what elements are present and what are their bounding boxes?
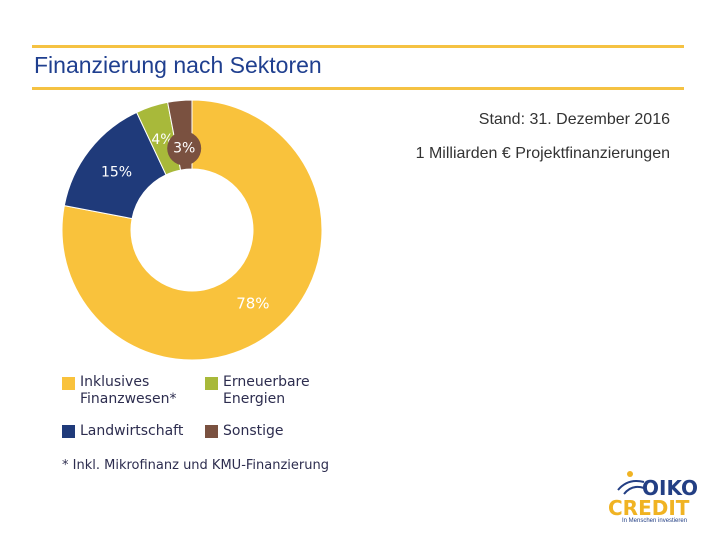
date-note: Stand: 31. Dezember 2016: [478, 111, 670, 128]
legend-swatch-sonstige: [205, 425, 218, 438]
donut-label-landwirtschaft: 15%: [101, 164, 132, 180]
page-title: Finanzierung nach Sektoren: [34, 52, 322, 78]
logo-oiko: OIKO: [642, 476, 699, 500]
logo-mark-icon: [617, 471, 645, 495]
legend-swatch-landwirtschaft: [62, 425, 75, 438]
oikocredit-logo: OIKO CREDIT In Menschen investieren: [608, 466, 708, 528]
logo-tagline: In Menschen investieren: [622, 518, 688, 524]
chart-footnote: * Inkl. Mikrofinanz und KMU-Finanzierung: [62, 458, 329, 473]
logo-credit: CREDIT: [608, 496, 690, 520]
legend-label-landwirtschaft: Landwirtschaft: [80, 423, 184, 439]
volume-note: 1 Milliarden € Projektfinanzierungen: [415, 145, 670, 162]
legend-label-inklusives: Inklusives Finanzwesen*: [80, 374, 177, 407]
legend-swatch-inklusives: [62, 377, 75, 390]
donut-slice-inklusives: [61, 99, 323, 361]
legend-label-erneuerbare: Erneuerbare Energien: [223, 374, 310, 407]
donut-label-inklusives: 78%: [236, 295, 269, 313]
top-rule: [32, 45, 684, 48]
legend-label-sonstige: Sonstige: [223, 423, 284, 439]
title-underline: [32, 87, 684, 90]
legend-swatch-erneuerbare: [205, 377, 218, 390]
donut-label-bubble-sonstige: [167, 131, 202, 166]
donut-label-sonstige: 3%: [173, 140, 195, 156]
